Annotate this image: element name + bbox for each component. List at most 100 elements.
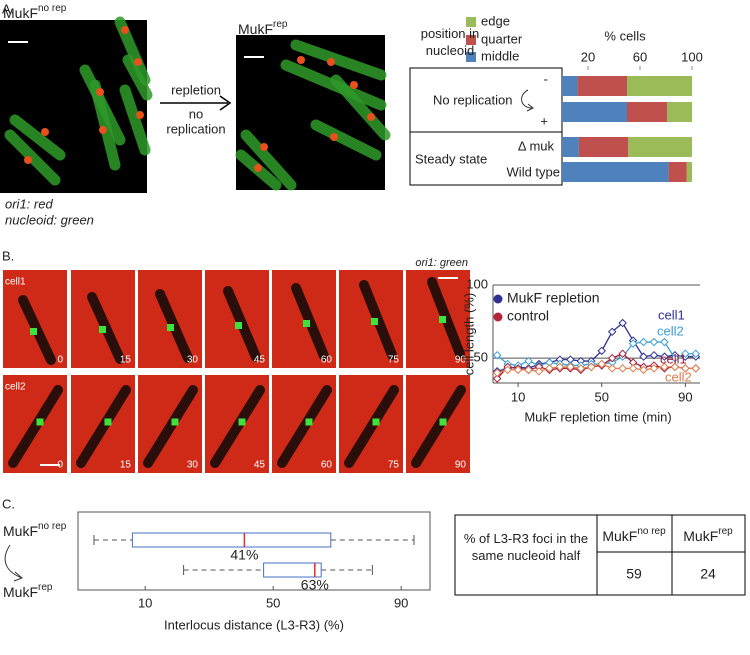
nucleoid: [310, 119, 382, 161]
marker: [513, 365, 523, 375]
marker: [660, 362, 669, 372]
ori-focus: [30, 328, 37, 335]
axis-title: Interlocus distance (L3-R3) (%): [164, 617, 344, 632]
label-sup: rep: [38, 582, 53, 593]
ori-focus: [167, 324, 174, 331]
marker: [597, 359, 606, 369]
time-label: 75: [388, 460, 400, 471]
label-sup: rep: [273, 19, 288, 30]
ori-focus: [235, 322, 242, 329]
ori-focus: [104, 418, 112, 426]
label-base: MukF: [3, 584, 38, 600]
marker: [555, 355, 565, 364]
label-sup: rep: [718, 526, 733, 537]
nucleoid: [119, 84, 151, 156]
label-sup: no rep: [38, 521, 67, 532]
legend-dot: [493, 312, 503, 322]
time-label: 75: [388, 355, 400, 366]
curl-arrow: [521, 89, 534, 112]
category-label: Δ muk: [518, 138, 555, 153]
cell: [344, 385, 399, 468]
series-label: cell2: [657, 323, 684, 338]
marker: [545, 358, 554, 367]
ori-focus: [305, 418, 313, 426]
marker: [618, 349, 627, 358]
marker: [576, 356, 586, 366]
label-base: MukF: [683, 528, 718, 544]
focus: [330, 133, 338, 141]
ori-focus: [171, 418, 179, 426]
ori-focus: [439, 316, 446, 323]
legend-label: middle: [481, 48, 519, 63]
caption: ori1: red: [5, 196, 53, 211]
label-base: MukF: [3, 523, 38, 539]
ori-focus: [99, 326, 106, 333]
bar-segment: [627, 76, 692, 96]
bar-segment: [562, 102, 627, 122]
marker: [639, 352, 648, 361]
focus: [41, 128, 49, 136]
marker: [607, 327, 617, 337]
legend-label: quarter: [481, 31, 523, 46]
ori-focus: [372, 418, 380, 426]
series-label: cell1: [658, 307, 685, 322]
time-label: 15: [120, 460, 132, 471]
nucleoid: [122, 54, 153, 101]
bar-segment: [577, 76, 627, 96]
focus: [327, 58, 335, 66]
marker: [649, 337, 659, 347]
nucleoid: [290, 39, 387, 81]
nucleoid: [240, 129, 297, 191]
axis-title: % cells: [604, 28, 646, 43]
group-label: No replication: [433, 92, 513, 107]
panel-label: B.: [2, 248, 14, 263]
focus: [297, 56, 305, 64]
arrow-label: replication: [166, 121, 225, 136]
nucleoid: [9, 114, 66, 161]
median-label: 63%: [301, 577, 329, 593]
bar-segment: [562, 76, 578, 96]
arrow-head: [219, 95, 232, 111]
table-row-label: % of L3-R3 foci in the same nucleoid hal…: [463, 531, 589, 563]
marker: [492, 368, 502, 378]
time-label: 0: [57, 460, 63, 471]
marker: [492, 374, 502, 383]
micrograph: [0, 20, 147, 193]
marker: [492, 350, 502, 360]
median-label: 41%: [230, 547, 258, 563]
marker: [628, 364, 638, 373]
time-label: 60: [321, 460, 333, 471]
x-tick-label: 50: [594, 389, 608, 404]
marker: [587, 362, 596, 372]
time-label: 15: [120, 355, 132, 366]
focus: [350, 81, 358, 89]
marker: [670, 362, 680, 372]
x-tick-label: 50: [266, 595, 280, 610]
legend-swatch: [466, 35, 476, 45]
marker: [670, 353, 680, 363]
marker: [597, 346, 606, 356]
y-tick-label: 100: [466, 276, 488, 291]
marker: [691, 349, 701, 358]
nucleoid: [89, 79, 121, 171]
time-label: 0: [57, 355, 63, 366]
marker: [618, 318, 627, 328]
y-tick-label: 50: [474, 350, 488, 365]
marker: [628, 339, 638, 348]
condition-label: MukFno rep: [3, 3, 67, 21]
condition-label: MukFrep: [3, 582, 53, 600]
focus: [254, 164, 262, 172]
cell: [143, 385, 198, 468]
category-label: +: [540, 113, 548, 128]
focus: [121, 26, 129, 34]
marker: [681, 364, 690, 373]
x-tick-label: 100: [681, 49, 703, 64]
category-label: Wild type: [507, 164, 560, 179]
marker: [660, 337, 669, 347]
marker: [618, 364, 627, 373]
marker: [503, 365, 512, 375]
category-label: -: [544, 71, 548, 86]
focus: [96, 88, 104, 96]
focus: [260, 143, 268, 151]
